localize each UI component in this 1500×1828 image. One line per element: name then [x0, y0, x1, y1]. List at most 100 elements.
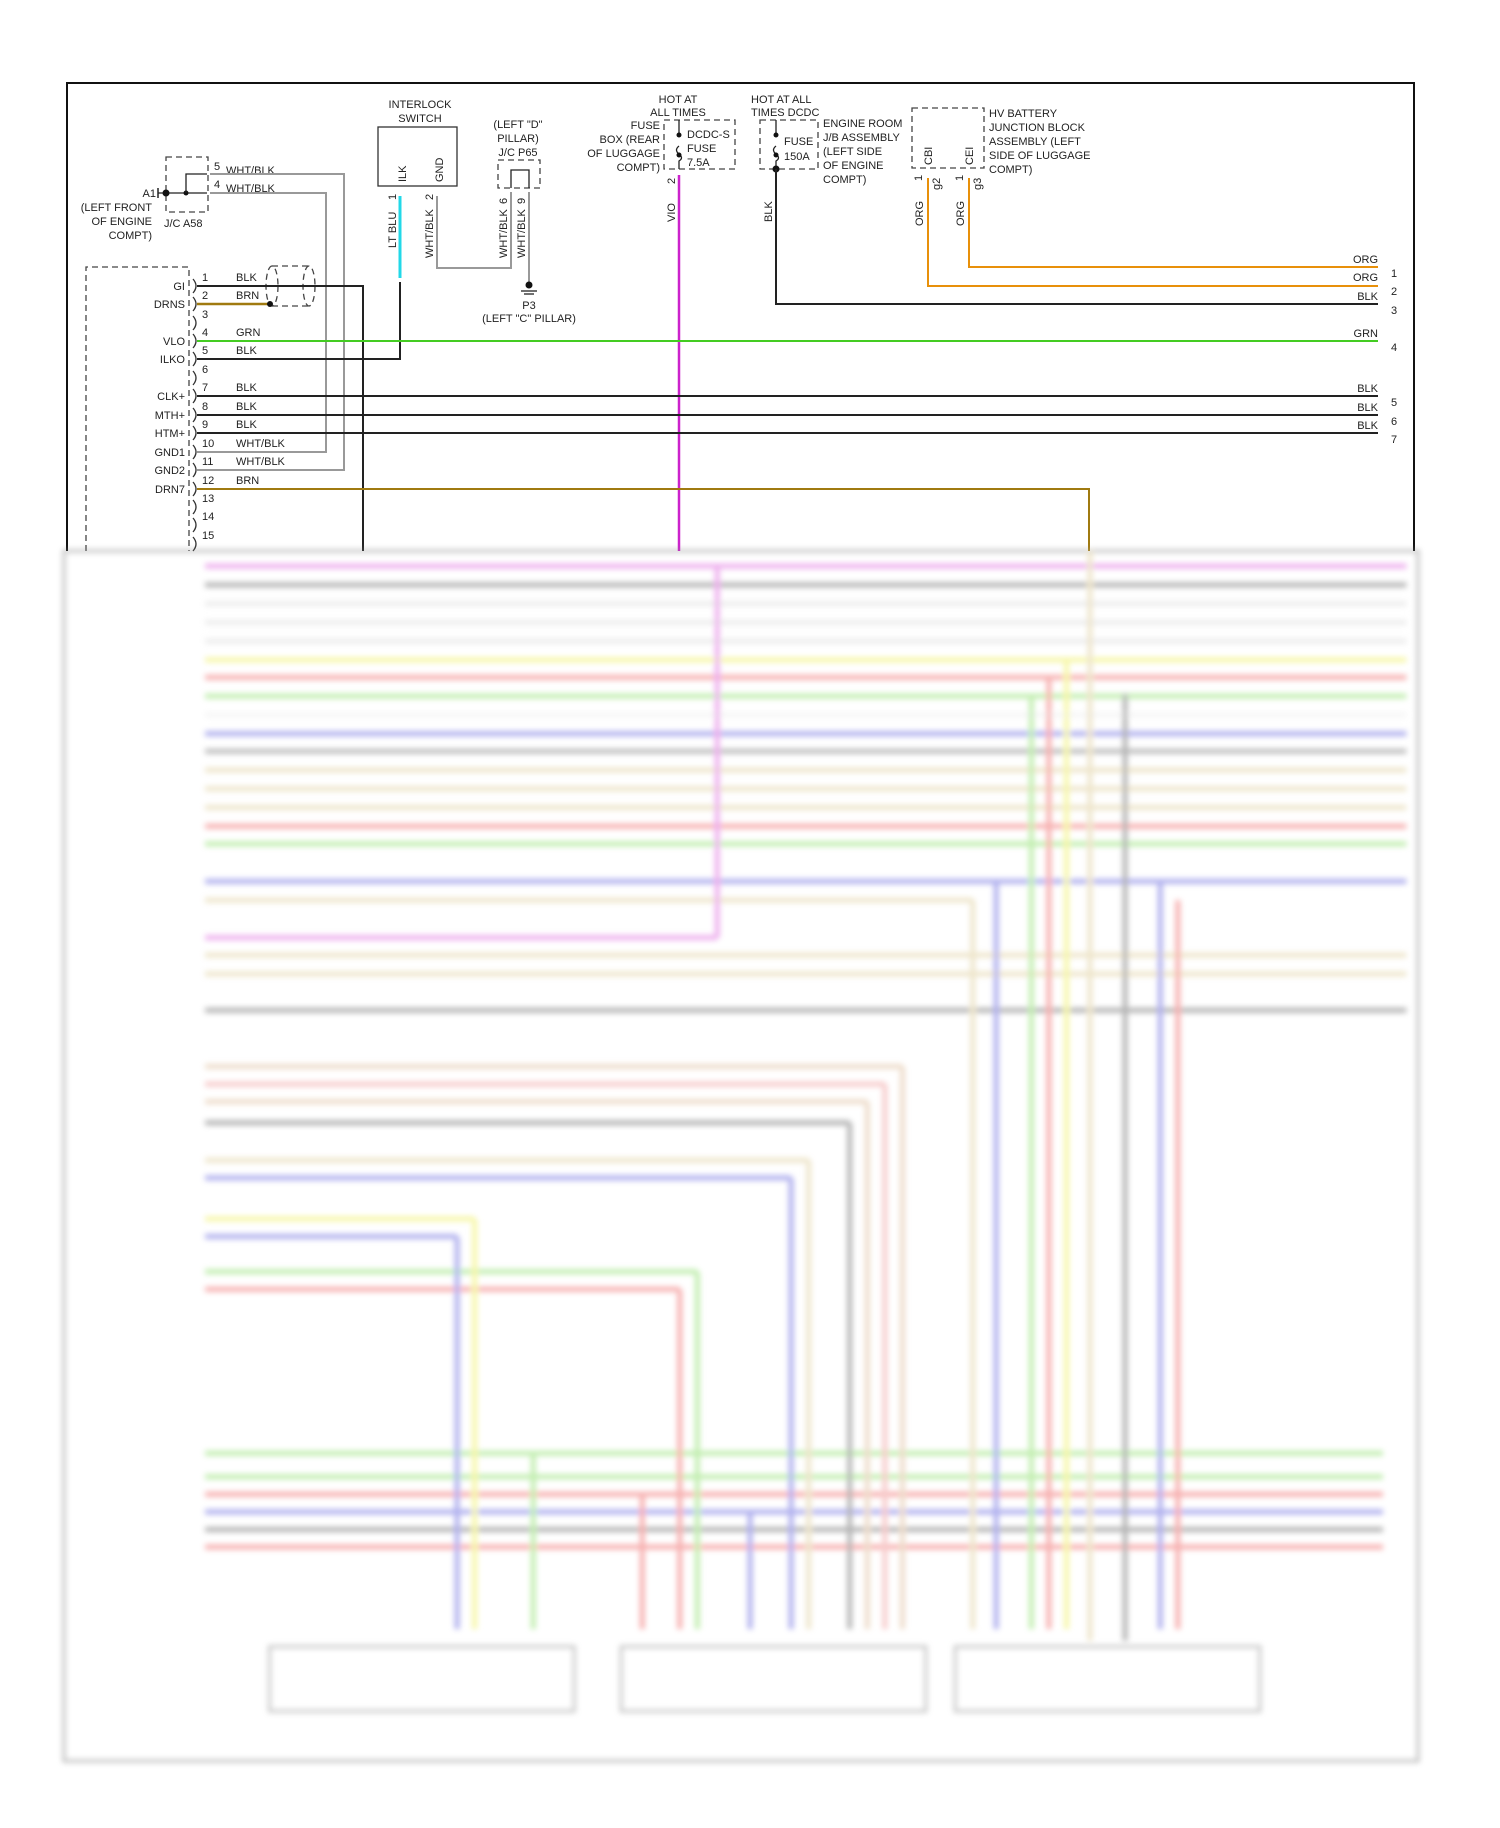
pin-number: 6: [498, 198, 510, 204]
pin-name: ILK: [397, 165, 409, 182]
fuse-name: FUSE: [784, 136, 813, 148]
terminal-number: 5: [1391, 397, 1397, 409]
wire-label: BLK: [236, 419, 257, 431]
pin-terminal-icon: [192, 444, 197, 460]
pin-number: 2: [424, 194, 436, 200]
pin-number: 4: [214, 179, 220, 191]
blurred-lower-diagram: [62, 549, 1420, 1763]
terminal-number: 7: [1391, 434, 1397, 446]
pin-number: 14: [202, 511, 214, 523]
interlock-switch: INTERLOCK SWITCH ILK GND 1 2 LT BLU WHT/…: [377, 99, 458, 258]
blurred-connector: [268, 1645, 576, 1713]
component-title: JUNCTION BLOCK: [989, 122, 1086, 134]
fuse-box-label: OF ENGINE: [823, 160, 884, 172]
fuse-dcdc: HOT AT ALL TIMES DCDC FUSE 150A ENGINE R…: [751, 94, 902, 222]
jc-a58-name: J/C A58: [164, 218, 203, 230]
pin-name: DRN7: [155, 484, 185, 496]
pin-terminal-icon: [192, 499, 197, 515]
pin-terminal-icon: [192, 351, 197, 367]
pin-name: ILKO: [160, 354, 186, 366]
wire-label: BLK: [1357, 420, 1378, 432]
pin-number: 8: [202, 401, 208, 413]
ground-a1-label: A1: [143, 188, 156, 200]
pin-name: GND: [434, 158, 446, 183]
component-title: (LEFT "D": [493, 119, 542, 131]
wire-gi-blk: [197, 285, 364, 551]
wire-label: WHT/BLK: [226, 165, 276, 177]
wire-label: BLK: [1357, 291, 1378, 303]
fuse-name: DCDC-S: [687, 129, 730, 141]
fuse-box-label: FUSE: [631, 120, 660, 132]
pin-name: MTH+: [155, 410, 185, 422]
pin-number: 1: [913, 175, 925, 181]
fuse-rating: 150A: [784, 151, 810, 163]
wire-label: VIO: [666, 203, 678, 222]
pin-name: CEI: [964, 147, 976, 165]
fuse-dcdc-s: HOT AT ALL TIMES FUSE BOX (REAR OF LUGGA…: [587, 94, 736, 222]
terminal-number: 4: [1391, 342, 1397, 354]
fuse-box-label: ENGINE ROOM: [823, 118, 902, 130]
pin-number: 1: [387, 194, 399, 200]
pin-number: 2: [202, 290, 208, 302]
wire-label: GRN: [236, 327, 261, 339]
wire-label: BLK: [236, 272, 257, 284]
wire-label: ORG: [914, 201, 926, 226]
pin-number: 3: [202, 309, 208, 321]
ground-location: COMPT): [109, 230, 152, 242]
wire-label: BLK: [763, 201, 775, 222]
connector-id: g3: [972, 178, 984, 190]
pin-terminal-icon: [192, 333, 197, 349]
wire-label: WHT/BLK: [516, 208, 528, 258]
wire-gnd1-wht-blk: [197, 192, 327, 453]
pin-number: 11: [202, 456, 213, 468]
wire-label: LT BLU: [387, 212, 399, 248]
blurred-connector: [953, 1645, 1262, 1713]
wire-dcdc-blk: [775, 169, 1378, 305]
pin-number: 5: [202, 345, 208, 357]
terminal-number: 6: [1391, 416, 1397, 428]
fuse-box-label: (LEFT SIDE: [823, 146, 882, 158]
wire-cbi-org: [927, 178, 1378, 287]
wire-label: BLK: [236, 382, 257, 394]
fuse-box-label: BOX (REAR: [599, 134, 660, 146]
pin-terminal-icon: [192, 536, 197, 552]
ground-location: (LEFT FRONT: [81, 202, 153, 214]
pin-terminal-icon: [192, 388, 197, 404]
fuse-icon: [675, 120, 683, 169]
main-connector: 1 GI BLK 2 DRNS BRN 3 4 VLO GRN 5 ILKO BLK 6 7 CLK+ BLK 8…: [85, 265, 316, 552]
pin-terminal-icon: [192, 296, 197, 312]
pin-number: 6: [202, 364, 208, 376]
pin-name: HTM+: [155, 428, 185, 440]
pin-terminal-icon: [192, 278, 197, 294]
power-label: ALL TIMES: [650, 107, 706, 119]
wire-label: BLK: [1357, 383, 1378, 395]
wire-label: BLK: [236, 345, 257, 357]
ground-location: OF ENGINE: [91, 216, 152, 228]
wire-gnd2-wht-blk: [197, 173, 345, 471]
wire-label: WHT/BLK: [236, 438, 286, 450]
wire-label: WHT/BLK: [498, 208, 510, 258]
blurred-connector: [619, 1645, 928, 1713]
pin-number: 2: [666, 178, 678, 184]
component-title: PILLAR): [497, 133, 539, 145]
component-title: HV BATTERY: [989, 108, 1058, 120]
pin-terminal-icon: [192, 462, 197, 478]
pin-number: 15: [202, 530, 214, 542]
pin-number: 9: [202, 419, 208, 431]
pin-name: DRNS: [154, 299, 185, 311]
pin-number: 10: [202, 438, 214, 450]
wire-label: GRN: [1354, 328, 1379, 340]
pin-name: GND1: [154, 447, 185, 459]
wire-label: ORG: [1353, 254, 1378, 266]
pin-name: CLK+: [157, 391, 185, 403]
wire-gnd-wht-blk: [436, 192, 512, 269]
wire-cei-org: [968, 178, 1378, 268]
power-label: HOT AT ALL: [751, 94, 812, 106]
pin-number: 1: [954, 175, 966, 181]
fuse-box-label: OF LUGGAGE: [587, 148, 660, 160]
fuse-box-label: COMPT): [823, 174, 866, 186]
pin-terminal-icon: [192, 481, 197, 497]
fuse-box-label: COMPT): [617, 162, 660, 174]
wire-label: WHT/BLK: [424, 208, 436, 258]
